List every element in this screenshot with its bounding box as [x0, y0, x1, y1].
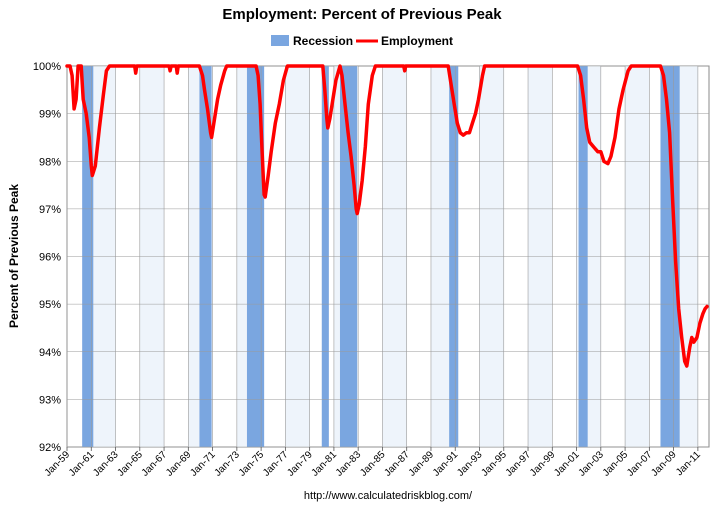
x-tick-label: Jan-69: [164, 449, 194, 479]
x-tick-label: Jan-93: [455, 449, 485, 479]
y-tick-label: 100%: [33, 61, 61, 73]
y-tick-label: 96%: [39, 252, 61, 264]
x-tick-label: Jan-61: [67, 449, 97, 479]
y-tick-label: 92%: [39, 442, 61, 454]
x-tick-label: Jan-79: [285, 449, 315, 479]
x-tick-label: Jan-73: [213, 449, 243, 479]
x-tick-label: Jan-77: [261, 449, 291, 479]
x-tick-label: Jan-03: [577, 449, 607, 479]
y-tick-label: 94%: [39, 347, 61, 359]
x-tick-label: Jan-07: [625, 449, 655, 479]
legend-employment-label: Employment: [381, 34, 453, 48]
x-tick-label: Jan-95: [479, 449, 509, 479]
x-tick-label: Jan-87: [382, 449, 412, 479]
x-tick-label: Jan-05: [601, 449, 631, 479]
legend-recession-label: Recession: [293, 34, 353, 48]
x-tick-label: Jan-83: [334, 449, 364, 479]
y-axis-label: Percent of Previous Peak: [7, 184, 21, 328]
y-tick-label: 97%: [39, 204, 61, 216]
x-tick-label: Jan-99: [528, 449, 558, 479]
x-tick-label: Jan-91: [431, 449, 461, 479]
source-credit: http://www.calculatedriskblog.com/: [304, 490, 473, 502]
y-tick-label: 99%: [39, 109, 61, 121]
y-tick-label: 95%: [39, 299, 61, 311]
x-tick-label: Jan-75: [237, 449, 267, 479]
x-tick-label: Jan-81: [310, 449, 340, 479]
x-tick-label: Jan-97: [504, 449, 534, 479]
x-axis-ticks: Jan-59Jan-61Jan-63Jan-65Jan-67Jan-69Jan-…: [43, 447, 703, 479]
x-tick-label: Jan-11: [674, 449, 703, 478]
x-tick-label: Jan-85: [358, 449, 388, 479]
y-tick-label: 93%: [39, 394, 61, 406]
series-group: [65, 64, 709, 368]
y-tick-label: 98%: [39, 156, 61, 168]
legend: Recession Employment: [271, 34, 453, 48]
x-tick-label: Jan-71: [188, 449, 218, 479]
legend-recession-swatch: [271, 35, 289, 46]
x-tick-label: Jan-63: [91, 449, 121, 479]
x-tick-label: Jan-09: [649, 449, 679, 479]
x-tick-label: Jan-65: [116, 449, 146, 479]
x-tick-label: Jan-01: [552, 449, 582, 479]
employment-line: [65, 64, 709, 368]
y-axis-ticks: 92% 93% 94% 95% 96% 97% 98% 99% 100%: [33, 61, 61, 454]
x-tick-label: Jan-89: [407, 449, 437, 479]
chart-title: Employment: Percent of Previous Peak: [222, 6, 502, 23]
x-tick-label: Jan-67: [140, 449, 170, 479]
